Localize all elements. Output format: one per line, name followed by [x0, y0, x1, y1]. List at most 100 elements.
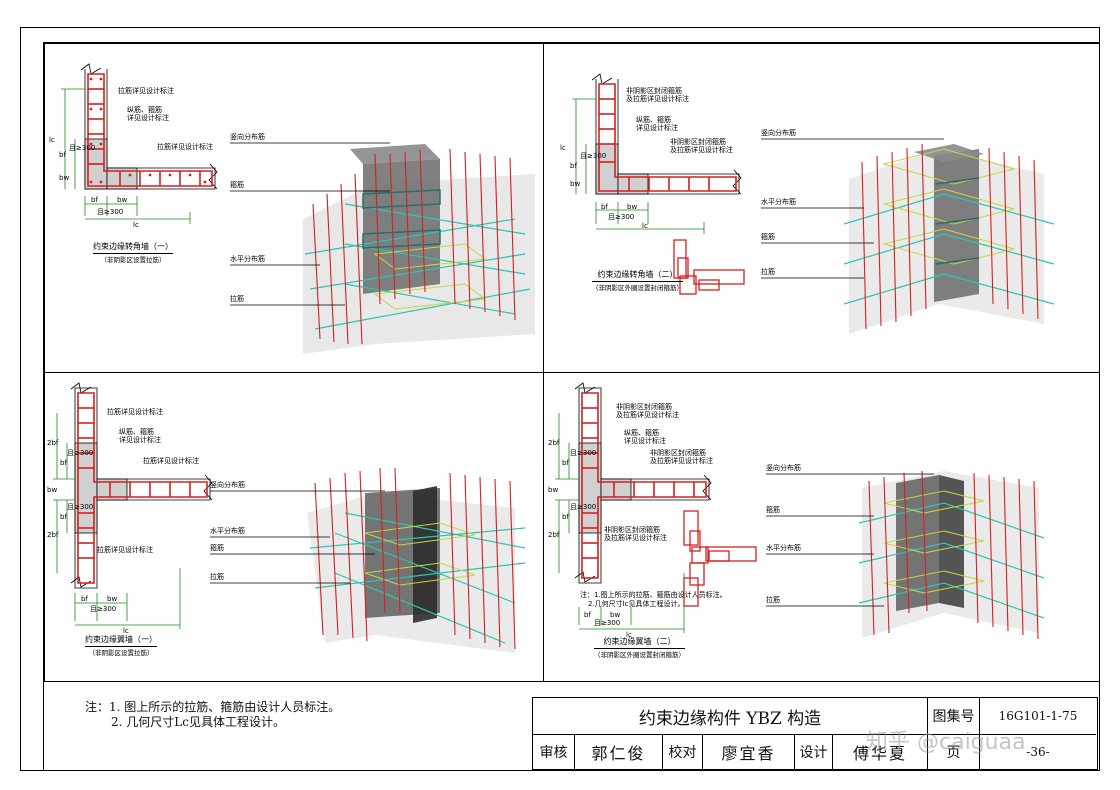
dim-bw-horizontal: bw: [117, 196, 128, 204]
panel-wing-wall-2: 非阴影区封闭箍筋 及拉筋详见设计标注 纵筋、箍筋 详见设计标注 非阴影区封闭箍筋…: [543, 372, 1100, 682]
leader-stirrup: 箍筋: [761, 233, 775, 241]
leader-stirrup: 箍筋: [766, 506, 780, 514]
dim-lc-horizontal: lc: [626, 631, 632, 639]
dim-2bf-top: 2bf: [47, 439, 59, 447]
callout-4: 详见设计标注: [636, 124, 678, 132]
callout-1: 非阴影区封闭箍筋: [616, 403, 672, 411]
dim-300-horizontal: 且≥300: [608, 213, 635, 221]
leader-tie: 拉筋: [230, 295, 244, 303]
callout-2: 及拉筋详见设计标注: [616, 411, 679, 419]
review-name: 郭仁俊: [575, 735, 663, 769]
callout-6: 及拉筋详见设计标注: [670, 146, 733, 154]
dim-bf-vertical: bf: [59, 151, 66, 159]
leader-horizontal-rebar: 水平分布筋: [761, 198, 796, 206]
callout-5: 非阴影区封闭箍筋: [670, 138, 726, 146]
callout-2: 纵筋、箍筋: [127, 106, 162, 114]
atlas-number: 16G101-1-75: [980, 698, 1096, 735]
dim-2bf-top: 2bf: [548, 439, 560, 447]
dim-300-top: 且≥300: [67, 449, 94, 457]
dim-bw-horizontal: bw: [610, 611, 621, 619]
dim-bf-bottom: bf: [562, 513, 569, 521]
dim-lc-horizontal: lc: [133, 221, 139, 229]
callout-4: 详见设计标注: [624, 437, 666, 445]
dim-lc-vertical: lc: [49, 136, 55, 144]
dim-bf-horizontal: bf: [601, 203, 608, 211]
dim-lc-vertical: lc: [560, 144, 566, 152]
review-label: 审核: [533, 735, 575, 769]
check-name: 廖宜香: [703, 735, 795, 769]
callout-8: 及拉筋详见设计标注: [604, 534, 667, 542]
dim-lc-horizontal: lc: [123, 627, 129, 635]
design-label: 设计: [795, 735, 833, 769]
callout-1: 拉筋详见设计标注: [118, 87, 174, 95]
dim-300-vertical: 且≥300: [580, 152, 607, 160]
dim-bf-vertical: bf: [570, 162, 577, 170]
check-label: 校对: [663, 735, 703, 769]
note-1: 注：1. 图上所示的拉筋、箍筋由设计人员标注。: [85, 700, 341, 714]
corner-wall-1-drawing: [61, 63, 535, 354]
dim-bw-vertical: bw: [570, 180, 581, 188]
caption-wing-wall-2: 约束边缘翼墙（二） （非阴影区外圈设置封闭箍筋）: [594, 637, 685, 659]
panel-corner-wall-2: 非阴影区封闭箍筋 及拉筋详见设计标注 纵筋、箍筋 详见设计标注 非阴影区封闭箍筋…: [543, 43, 1100, 373]
dim-bw-vertical: bw: [47, 486, 58, 494]
dim-bw-vertical: bw: [548, 486, 559, 494]
dim-bf-bottom: bf: [60, 513, 67, 521]
note-2: 2. 几何尺寸Lc见具体工程设计。: [111, 715, 285, 729]
dim-300-horizontal: 且≥300: [594, 619, 621, 627]
leader-horizontal-rebar: 水平分布筋: [230, 255, 265, 263]
leader-vertical-rebar: 竖向分布筋: [230, 133, 265, 141]
atlas-label: 图集号: [928, 698, 980, 735]
leader-horizontal-rebar: 水平分布筋: [766, 544, 801, 552]
dim-300-top: 且≥300: [570, 449, 597, 457]
leader-horizontal-rebar: 水平分布筋: [210, 527, 245, 535]
callout-1: 拉筋详见设计标注: [107, 408, 163, 416]
caption-corner-wall-1: 约束边缘转角墙（一） （非阴影区设置拉筋）: [93, 242, 173, 264]
leader-tie: 拉筋: [761, 268, 775, 276]
dim-300-bottom: 且≥300: [67, 503, 94, 511]
note-line-2: 2.几何尺寸lc见具体工程设计。: [588, 600, 685, 608]
dim-bf-horizontal: bf: [81, 595, 88, 603]
caption-wing-wall-1: 约束边缘翼墙（一） （非阴影区设置拉筋）: [85, 635, 157, 657]
leader-tie: 拉筋: [766, 596, 780, 604]
caption-corner-wall-2: 约束边缘转角墙（二） （非阴影区外圈设置封闭箍筋）: [592, 270, 683, 292]
dim-300-horizontal: 且≥300: [90, 605, 117, 613]
callout-1: 非阴影区封闭箍筋: [626, 87, 682, 95]
dim-lc-horizontal: lc: [642, 222, 648, 230]
title-block: 约束边缘构件 YBZ 构造 图集号 16G101-1-75 审核 郭仁俊 校对 …: [532, 697, 1098, 770]
callout-5: 非阴影区封闭箍筋: [650, 449, 706, 457]
dim-bf-horizontal: bf: [584, 611, 591, 619]
drawing-title: 约束边缘构件 YBZ 构造: [533, 698, 928, 735]
callout-3: 详见设计标注: [119, 436, 161, 444]
callout-4: 拉筋详见设计标注: [143, 457, 199, 465]
leader-vertical-rebar: 竖向分布筋: [761, 129, 796, 137]
dim-bf-top: bf: [562, 459, 569, 467]
wing-wall-1-drawing: [53, 382, 526, 653]
wing-wall-2-drawing: [555, 382, 1045, 640]
callout-6: 及拉筋详见设计标注: [650, 457, 713, 465]
page-number: -36-: [1026, 745, 1050, 759]
callout-3: 详见设计标注: [127, 114, 169, 122]
design-name: 傅华夏: [833, 735, 928, 769]
callout-2: 及拉筋详见设计标注: [626, 95, 689, 103]
general-notes: 注：1. 图上所示的拉筋、箍筋由设计人员标注。 2. 几何尺寸Lc见具体工程设计…: [85, 700, 340, 730]
callout-3: 纵筋、箍筋: [636, 116, 671, 124]
dim-bw-vertical: bw: [59, 174, 70, 182]
dim-300-vertical: 且≥300: [69, 144, 96, 152]
dim-bw-horizontal: bw: [107, 595, 118, 603]
dim-2bf-bottom: 2bf: [548, 531, 560, 539]
leader-stirrup: 箍筋: [210, 544, 224, 552]
callout-3: 纵筋、箍筋: [624, 429, 659, 437]
dim-bf-horizontal: bf: [91, 196, 98, 204]
callout-5: 拉筋详见设计标注: [97, 546, 153, 554]
dim-bf-top: bf: [60, 459, 67, 467]
dim-300-horizontal: 且≥300: [97, 208, 124, 216]
leader-vertical-rebar: 竖向分布筋: [766, 464, 801, 472]
watermark: 知乎 @caiguaa: [866, 730, 1026, 755]
callout-7: 非阴影区封闭箍筋: [604, 526, 660, 534]
leader-tie: 拉筋: [210, 573, 224, 581]
dim-300-bottom: 且≥300: [570, 503, 597, 511]
panel-wing-wall-1: 拉筋详见设计标注 纵筋、箍筋 详见设计标注 拉筋详见设计标注 拉筋详见设计标注 …: [44, 372, 544, 682]
leader-stirrup: 箍筋: [230, 181, 244, 189]
panel-corner-wall-1: 拉筋详见设计标注 纵筋、箍筋 详见设计标注 拉筋详见设计标注 lc bf bw …: [44, 43, 544, 373]
corner-wall-2-drawing: [572, 73, 1055, 334]
